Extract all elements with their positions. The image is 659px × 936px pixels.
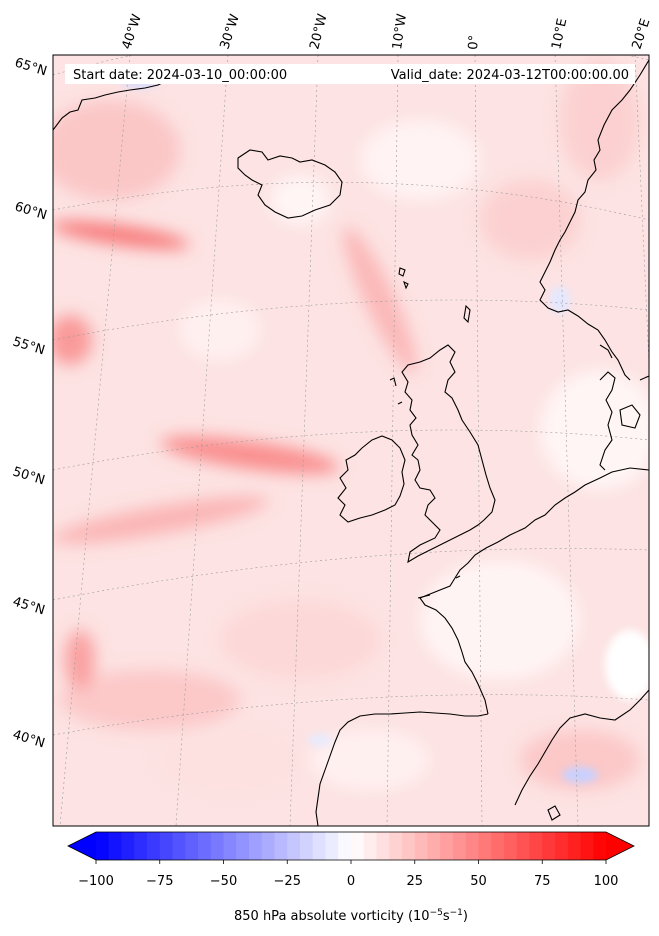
lon-label: 30°W	[218, 12, 243, 51]
colorbar-segment	[185, 832, 199, 860]
map-frame	[52, 54, 650, 827]
colorbar-segment	[223, 832, 237, 860]
longitude-labels: 40°W 30°W 20°W 10°W 0° 10°E 20°E	[120, 12, 654, 51]
colorbar-tick-label: −25	[274, 874, 301, 889]
lat-label: 40°N	[11, 727, 47, 751]
colorbar-segment	[300, 832, 314, 860]
colorbar-title: 850 hPa absolute vorticity (10−5s−1)	[234, 908, 468, 924]
ireland-coast	[337, 435, 406, 523]
colorbar-tick-label: 100	[594, 874, 619, 889]
colorbar-segment	[287, 832, 301, 860]
colorbar-segment	[351, 832, 365, 860]
lat-label: 50°N	[11, 464, 47, 488]
colorbar-segment	[312, 832, 326, 860]
greenland-coast	[53, 79, 169, 131]
colorbar-segment	[338, 832, 352, 860]
colorbar-segment	[504, 832, 518, 860]
colorbar-segment	[414, 832, 428, 860]
colorbar-segment	[440, 832, 454, 860]
colorbar-segment	[427, 832, 441, 860]
colorbar-min-extend	[68, 832, 96, 860]
colorbar-tick-label: 50	[470, 874, 487, 889]
lat-label: 60°N	[13, 199, 49, 223]
colorbar-segment	[465, 832, 479, 860]
continental-coast	[419, 467, 649, 715]
colorbar-segment	[261, 832, 275, 860]
norway-coast	[539, 59, 649, 381]
iceland-coast	[237, 149, 343, 219]
colorbar-segment	[453, 832, 467, 860]
colorbar-segment	[108, 832, 122, 860]
lon-label: 40°W	[120, 12, 145, 51]
colorbar-segment	[236, 832, 250, 860]
colorbar-segment	[389, 832, 403, 860]
colorbar-tick-label: 75	[534, 874, 551, 889]
start-date-label: Start date: 2024-03-10_00:00:00	[73, 68, 287, 83]
colorbar-segment	[134, 832, 148, 860]
vorticity-field	[53, 60, 649, 790]
colorbar: −100 −75 −50 −25 0 25 50 75 100 850 hPa absolute…	[67, 831, 635, 924]
colorbar-ticks: −100 −75 −50 −25 0 25 50 75 100	[78, 860, 618, 889]
colorbar-segment	[249, 832, 263, 860]
colorbar-segment	[567, 832, 581, 860]
colorbar-segment	[198, 832, 212, 860]
lon-label: 20°W	[307, 12, 330, 51]
colorbar-tick-label: −50	[210, 874, 237, 889]
colorbar-segment	[274, 832, 288, 860]
colorbar-segment	[96, 832, 110, 860]
colorbar-segment	[402, 832, 416, 860]
colorbar-segment	[210, 832, 224, 860]
denmark-coast	[599, 371, 616, 471]
colorbar-segment	[478, 832, 492, 860]
colorbar-segment	[542, 832, 556, 860]
latitude-labels: 65°N 60°N 55°N 50°N 45°N 40°N	[11, 55, 49, 751]
valid-date-label: Valid_date: 2024-03-12T00:00:00.00	[391, 68, 629, 83]
colorbar-segment	[121, 832, 135, 860]
colorbar-tick-label: 0	[347, 874, 355, 889]
great-britain-coast	[401, 344, 496, 564]
lon-label: 10°W	[390, 13, 410, 51]
iberia-coast	[315, 711, 489, 826]
lat-label: 55°N	[11, 334, 47, 358]
header-band	[65, 64, 635, 84]
colorbar-segment	[529, 832, 543, 860]
colorbar-segment	[376, 832, 390, 860]
lon-label: 10°E	[549, 17, 570, 51]
colorbar-tick-label: −75	[146, 874, 173, 889]
lat-label: 45°N	[11, 594, 47, 618]
colorbar-segment	[172, 832, 186, 860]
lon-label: 0°	[466, 34, 482, 50]
colorbar-segments	[68, 832, 634, 860]
coastlines	[53, 59, 649, 826]
colorbar-segment	[159, 832, 173, 860]
colorbar-segment	[491, 832, 505, 860]
colorbar-segment	[555, 832, 569, 860]
colorbar-segment	[363, 832, 377, 860]
colorbar-segment	[325, 832, 339, 860]
colorbar-segment	[593, 832, 607, 860]
colorbar-tick-label: 25	[406, 874, 423, 889]
colorbar-tick-label: −100	[78, 874, 114, 889]
map-panel	[53, 55, 649, 826]
colorbar-max-extend	[606, 832, 634, 860]
lat-label: 65°N	[13, 55, 49, 79]
colorbar-segment	[580, 832, 594, 860]
colorbar-segment	[516, 832, 530, 860]
lon-label: 20°E	[630, 17, 654, 51]
colorbar-segment	[147, 832, 161, 860]
